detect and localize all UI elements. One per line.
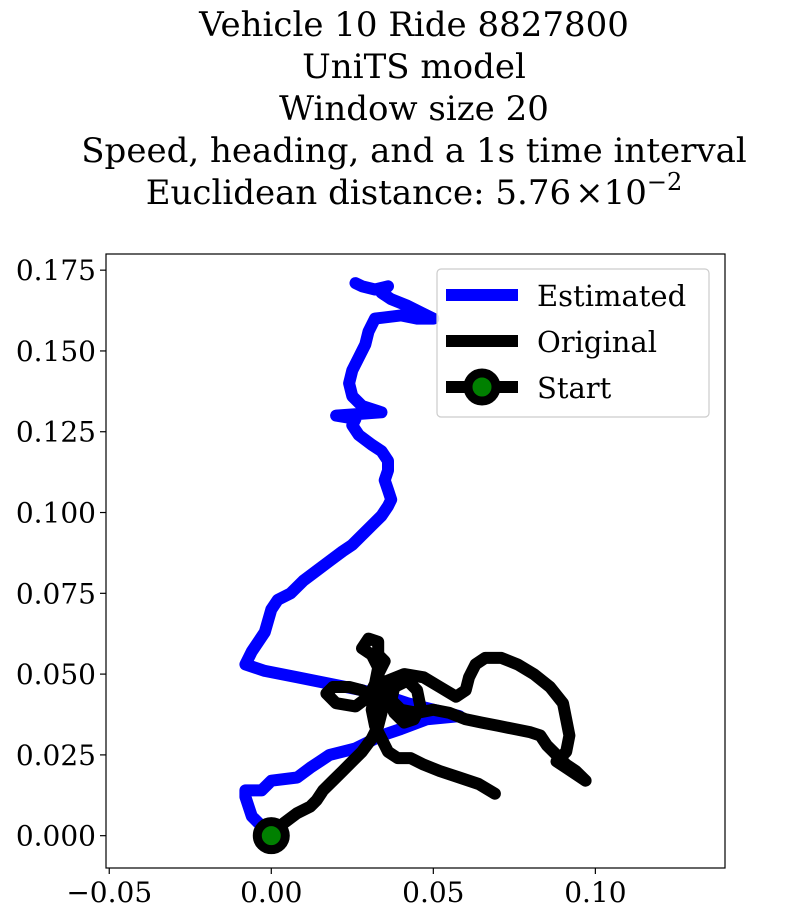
title-metric-label: Euclidean distance: 5.76 [146, 173, 571, 213]
y-tick-label: 0.125 [16, 416, 96, 449]
series-line-estimated [239, 277, 466, 842]
x-tick-label: 0.05 [402, 876, 464, 909]
legend-label-estimated: Estimated [537, 279, 686, 313]
title-line-2: UniTS model [302, 47, 526, 87]
legend-box [436, 268, 710, 418]
y-tick-label: 0.025 [16, 739, 96, 772]
legend-label-start: Start [537, 371, 612, 405]
chart-title: Vehicle 10 Ride 8827800 UniTS model Wind… [81, 5, 746, 213]
title-metric-exponent: −2 [647, 168, 682, 196]
plot-frame [105, 253, 726, 869]
x-tick-label: −0.05 [66, 876, 152, 909]
x-tick-label: 0.00 [240, 876, 302, 909]
y-tick-label: 0.000 [16, 820, 96, 853]
y-tick-label: 0.150 [16, 335, 96, 368]
y-tick-label: 0.050 [16, 658, 96, 691]
y-axis: 0.000 0.025 0.050 0.075 0.100 0.125 0.150 0.175 [16, 254, 106, 853]
x-tick-label: 0.10 [564, 876, 626, 909]
y-tick-label: 0.175 [16, 254, 96, 287]
y-tick-label: 0.075 [16, 577, 96, 610]
legend: Estimated Original Start [436, 268, 710, 418]
series-line-original [265, 632, 592, 842]
title-line-3: Window size 20 [279, 89, 549, 129]
title-metric-line: Euclidean distance: 5.76 ×10−2 [146, 168, 683, 213]
x-axis: −0.05 0.00 0.05 0.10 [66, 868, 627, 909]
y-tick-label: 0.100 [16, 497, 96, 530]
legend-label-original: Original [537, 325, 657, 359]
legend-swatch-start-marker [463, 368, 501, 406]
title-line-4: Speed, heading, and a 1s time interval [81, 131, 746, 171]
title-line-1: Vehicle 10 Ride 8827800 [198, 5, 629, 45]
series-layer [239, 277, 592, 855]
title-metric-times: ×10 [575, 173, 647, 213]
start-marker [252, 817, 290, 855]
plot-area: −0.05 0.00 0.05 0.10 0.0000.0250.0500.0750.… [16, 253, 726, 909]
